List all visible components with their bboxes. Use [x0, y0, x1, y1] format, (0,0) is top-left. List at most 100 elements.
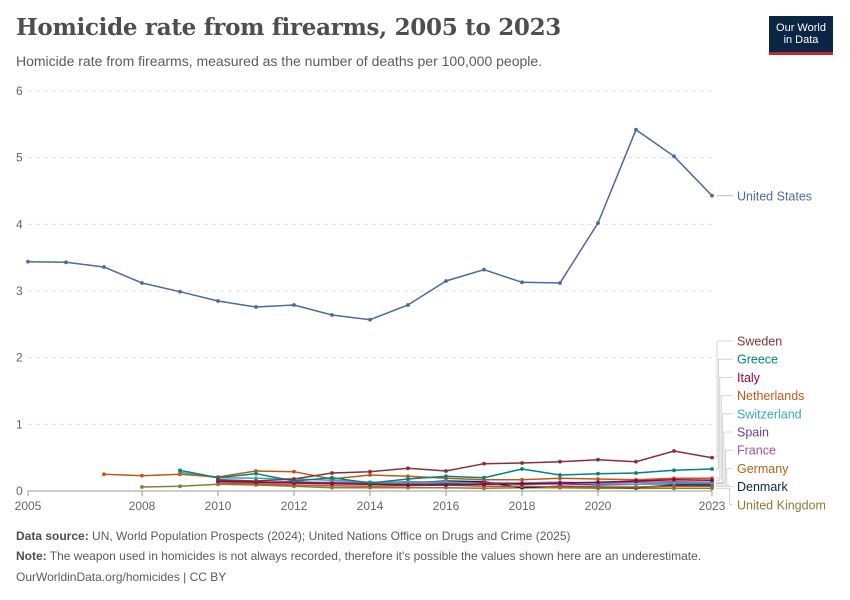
data-source-text: UN, World Population Prospects (2024); U… [92, 529, 571, 543]
point-sweden-2013 [330, 471, 334, 475]
point-greece-2020 [596, 471, 600, 476]
point-united-states-2012 [292, 303, 296, 307]
point-united-states-2020 [596, 221, 600, 225]
point-sweden-2014 [368, 469, 372, 474]
y-tick-label-5: 5 [16, 151, 23, 165]
point-netherlands-2007 [102, 472, 106, 477]
point-netherlands-2019 [558, 476, 562, 481]
point-netherlands-2008 [140, 473, 144, 478]
end-label-italy: Italy [737, 371, 761, 385]
point-switzerland-2021 [634, 482, 638, 487]
y-tick-label-0: 0 [16, 484, 23, 498]
point-united-states-2013 [330, 313, 334, 317]
x-tick-label-2010: 2010 [205, 499, 232, 513]
point-italy-2019 [558, 481, 562, 485]
point-sweden-2020 [596, 457, 600, 462]
point-switzerland-2022 [672, 481, 676, 485]
label-connector-netherlands [716, 395, 733, 479]
point-germany-2023 [710, 484, 714, 489]
end-label-netherlands: Netherlands [737, 389, 804, 403]
x-tick-label-2005: 2005 [15, 499, 42, 513]
owid-logo[interactable]: Our World in Data [769, 16, 833, 55]
x-tick-label-2016: 2016 [433, 499, 460, 513]
point-greece-2009 [178, 468, 182, 473]
point-sweden-2015 [406, 466, 410, 471]
point-italy-2013 [330, 481, 334, 486]
end-label-denmark: Denmark [737, 480, 788, 494]
point-sweden-2023 [710, 455, 714, 460]
point-italy-2015 [406, 483, 410, 487]
point-sweden-2022 [672, 449, 676, 453]
y-tick-label-6: 6 [16, 84, 23, 98]
point-sweden-2021 [634, 459, 638, 464]
point-sweden-2012 [292, 477, 296, 481]
point-united-states-2008 [140, 281, 144, 285]
point-united-states-2007 [102, 265, 106, 269]
point-greece-2021 [634, 471, 638, 475]
series-line-germany [217, 482, 712, 488]
point-united-states-2023 [710, 193, 714, 198]
label-connector-united-kingdom [716, 487, 733, 506]
point-sweden-2010 [216, 477, 220, 482]
point-greece-2014 [368, 481, 372, 485]
point-netherlands-2018 [520, 477, 524, 482]
series-line-united-states [27, 128, 713, 321]
x-tick-label-2023: 2023 [699, 499, 726, 513]
point-greece-2019 [558, 473, 562, 477]
point-netherlands-2012 [292, 469, 296, 474]
point-united-kingdom-2008 [140, 485, 144, 489]
point-italy-2018 [520, 481, 524, 486]
point-united-states-2011 [254, 305, 258, 309]
label-connector-switzerland [716, 413, 733, 484]
end-label-greece: Greece [737, 353, 778, 367]
point-greece-2022 [672, 468, 676, 473]
label-connector-greece [716, 358, 733, 470]
logo-line-2: in Data [783, 34, 819, 46]
series-line-united-kingdom [141, 483, 712, 490]
point-united-states-2016 [444, 279, 448, 283]
point-netherlands-2014 [368, 473, 372, 477]
data-source-note: Data source: UN, World Population Prospe… [16, 529, 571, 543]
x-tick-label-2008: 2008 [129, 499, 156, 513]
chart-subtitle: Homicide rate from firearms, measured as… [16, 53, 543, 69]
point-greece-2013 [330, 475, 334, 480]
point-united-states-2021 [634, 127, 638, 132]
point-switzerland-2016 [444, 479, 448, 484]
chart-title: Homicide rate from firearms, 2005 to 202… [16, 14, 562, 41]
point-italy-2021 [634, 479, 638, 483]
point-greece-2018 [520, 467, 524, 471]
point-united-states-2015 [406, 303, 410, 307]
logo-line-1: Our World [776, 22, 826, 34]
point-sweden-2011 [254, 479, 258, 483]
end-label-france: France [737, 444, 776, 458]
point-united-states-2022 [672, 154, 676, 159]
point-united-states-2019 [558, 281, 562, 285]
y-tick-label-1: 1 [16, 417, 23, 431]
source-link[interactable]: OurWorldinData.org/homicides | CC BY [16, 570, 227, 584]
label-connector-denmark [716, 484, 733, 487]
point-greece-2017 [482, 475, 486, 480]
point-united-states-2010 [216, 299, 220, 303]
point-united-states-2014 [368, 317, 372, 322]
point-united-states-2009 [178, 289, 182, 294]
end-label-united-states: United States [737, 190, 812, 204]
label-connector-germany [716, 468, 733, 487]
point-united-kingdom-2009 [178, 484, 182, 489]
y-tick-label-3: 3 [16, 284, 23, 298]
point-switzerland-2011 [254, 476, 258, 481]
point-germany-2022 [672, 484, 676, 489]
point-switzerland-2023 [710, 481, 714, 485]
series-line-italy [217, 478, 713, 486]
x-tick-label-2018: 2018 [509, 499, 536, 513]
series-line-sweden [217, 450, 713, 482]
end-label-germany: Germany [737, 462, 789, 476]
point-greece-2011 [254, 471, 258, 476]
point-greece-2023 [710, 467, 714, 471]
point-united-states-2005 [26, 259, 30, 264]
y-tick-label-4: 4 [16, 217, 23, 231]
end-label-sweden: Sweden [737, 335, 782, 349]
point-italy-2023 [710, 478, 714, 483]
point-sweden-2019 [558, 459, 562, 464]
x-tick-label-2012: 2012 [281, 499, 308, 513]
point-italy-2020 [596, 480, 600, 485]
